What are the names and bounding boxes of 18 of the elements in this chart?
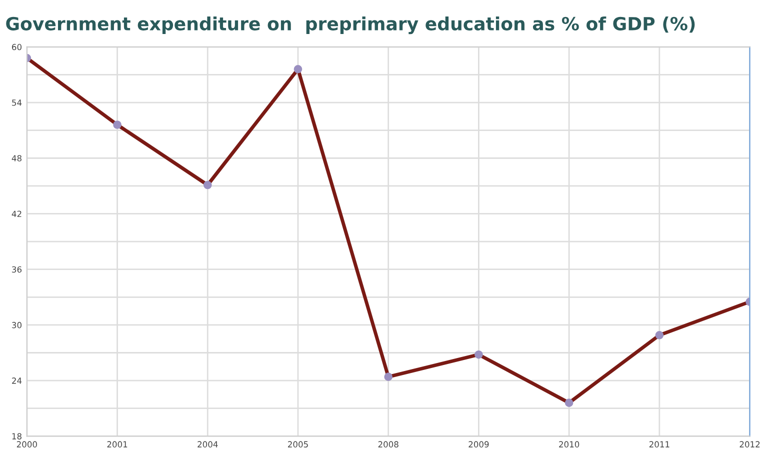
y-tick-label: 24 xyxy=(12,378,22,384)
y-tick-label: 48 xyxy=(12,155,22,162)
y-tick-label: 18 xyxy=(12,433,22,440)
y-tick-label: 30 xyxy=(12,322,22,328)
x-tick-label: 2001 xyxy=(107,441,128,448)
chart-title: Government expenditure on preprimary education as % of GDP (%) xyxy=(6,16,695,34)
x-tick-label: 2004 xyxy=(198,441,218,448)
x-tick-label: 2012 xyxy=(740,441,760,448)
y-tick-label: 42 xyxy=(12,210,22,217)
y-tick-label: 36 xyxy=(12,266,22,273)
x-tick-label: 2005 xyxy=(288,441,308,448)
y-tick-label: 60 xyxy=(12,44,22,50)
x-tick-label: 2009 xyxy=(468,441,489,448)
x-tick-label: 2000 xyxy=(16,441,37,448)
x-tick-label: 2010 xyxy=(559,441,580,448)
x-tick-label: 2008 xyxy=(378,441,398,448)
y-tick-label: 54 xyxy=(12,100,22,106)
x-tick-label: 2011 xyxy=(649,441,670,448)
